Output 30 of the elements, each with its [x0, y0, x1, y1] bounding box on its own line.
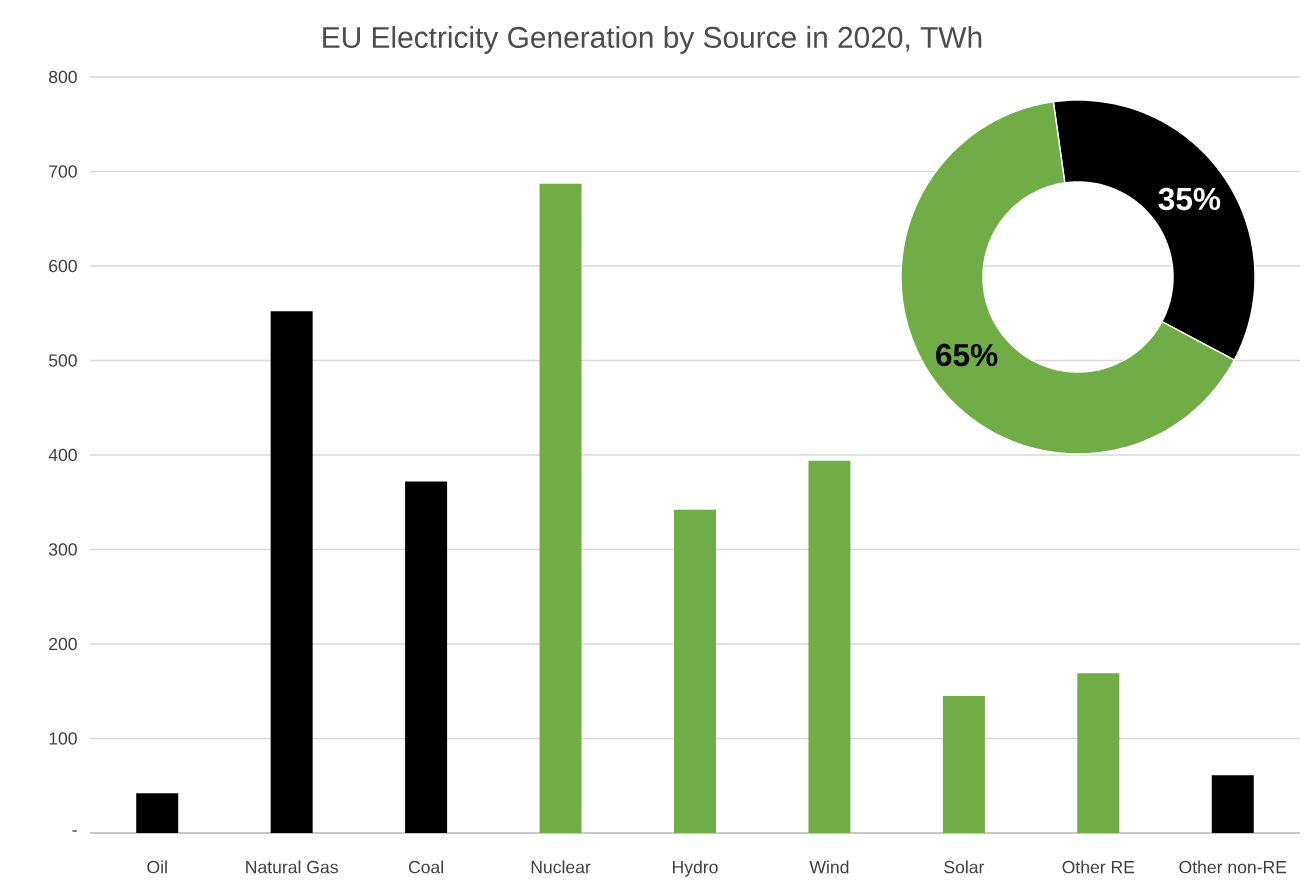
bar — [405, 481, 448, 834]
y-tick-label: 700 — [49, 165, 77, 178]
bar — [673, 510, 716, 834]
x-tick-label: Other non-RE — [1179, 860, 1287, 874]
bar — [1077, 673, 1120, 834]
y-tick-label: 400 — [48, 449, 77, 462]
x-tick-label: Coal — [408, 860, 444, 874]
bar — [808, 460, 851, 834]
x-tick-label: Wind — [809, 860, 849, 874]
x-tick-label: Natural Gas — [246, 860, 338, 874]
data-label: 65% — [936, 344, 998, 367]
bar — [539, 184, 582, 834]
x-tick-label: Other RE — [1062, 860, 1135, 874]
bar — [270, 311, 313, 834]
y-tick-label: - — [72, 830, 77, 832]
x-tick-label: Hydro — [672, 860, 718, 878]
y-tick-label: 600 — [49, 260, 77, 273]
bar — [136, 793, 179, 834]
y-tick-label: 500 — [48, 354, 77, 367]
x-tick-label: Oil — [147, 860, 167, 874]
y-tick-label: 200 — [49, 638, 77, 651]
y-tick-label: 300 — [48, 543, 77, 556]
y-tick-label: 800 — [49, 71, 77, 84]
data-label: 35% — [1158, 187, 1221, 211]
y-tick-label: 100 — [49, 732, 77, 745]
x-tick-label: Nuclear — [531, 860, 591, 874]
chart-title: EU Electricity Generation by Source in 2020, TWh — [323, 26, 982, 55]
bar — [942, 696, 985, 834]
bar — [1211, 775, 1254, 834]
x-tick-label: Solar — [944, 860, 985, 874]
